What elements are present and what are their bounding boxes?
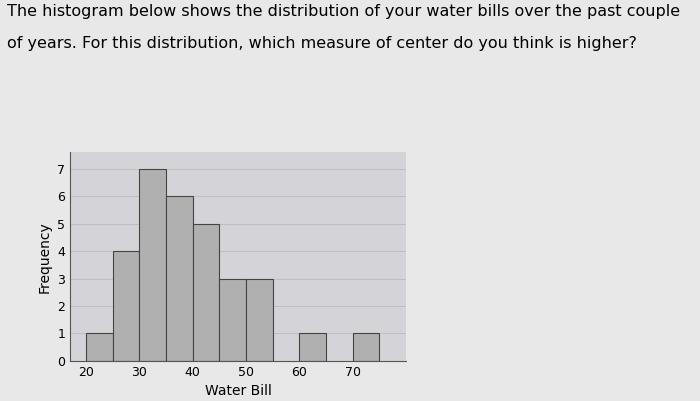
Bar bbox=[246, 279, 273, 361]
Bar bbox=[166, 196, 193, 361]
X-axis label: Water Bill: Water Bill bbox=[204, 384, 272, 398]
Bar bbox=[193, 224, 219, 361]
Bar bbox=[353, 334, 379, 361]
Bar bbox=[113, 251, 139, 361]
Bar bbox=[139, 169, 166, 361]
Text: of years. For this distribution, which measure of center do you think is higher?: of years. For this distribution, which m… bbox=[7, 36, 637, 51]
Bar bbox=[86, 334, 113, 361]
Bar bbox=[219, 279, 246, 361]
Text: The histogram below shows the distribution of your water bills over the past cou: The histogram below shows the distributi… bbox=[7, 4, 680, 19]
Bar bbox=[300, 334, 326, 361]
Y-axis label: Frequency: Frequency bbox=[38, 221, 52, 292]
